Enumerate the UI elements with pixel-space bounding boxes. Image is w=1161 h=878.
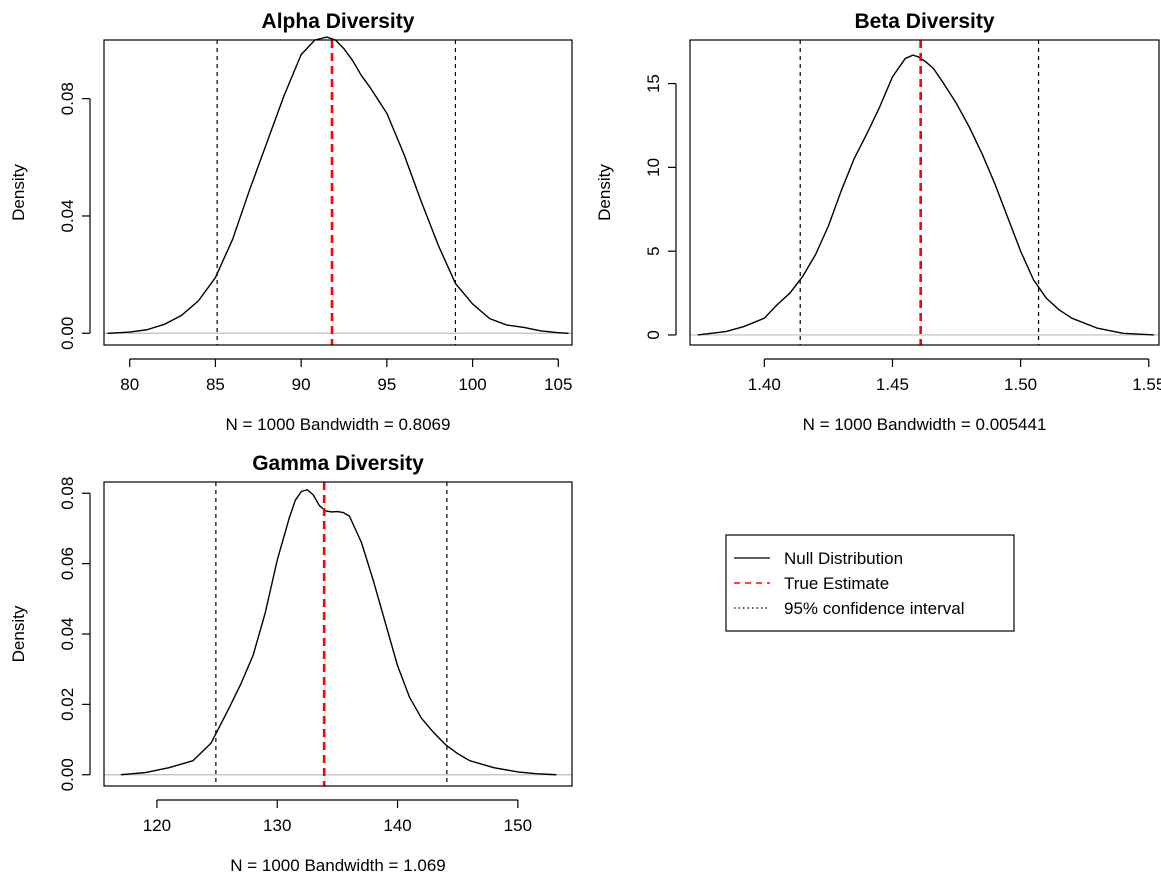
beta-x-tick-label: 1.45	[876, 375, 909, 394]
beta-density-curve	[697, 54, 1154, 336]
legend-label-confidence-interval: 95% confidence interval	[784, 599, 965, 618]
gamma-x-tick-label: 120	[143, 816, 171, 835]
beta-x-tick-label: 1.50	[1004, 375, 1037, 394]
beta-y-tick-label: 10	[644, 158, 663, 177]
panel-alpha: 80 85 90 95 100 105 0.00 0.04 0.08 Alpha Diversit…	[9, 10, 573, 434]
gamma-y-tick-label: 0.06	[58, 547, 77, 580]
beta-y-tick-label: 0	[644, 330, 663, 339]
gamma-y-label: Density	[9, 605, 28, 662]
legend-label-null-distribution: Null Distribution	[784, 549, 903, 568]
beta-y-label: Density	[595, 164, 614, 221]
alpha-y-tick-label: 0.00	[58, 317, 77, 350]
gamma-plot-frame	[103, 481, 573, 787]
alpha-y-tick-label: 0.08	[58, 82, 77, 115]
gamma-title: Gamma Diversity	[252, 452, 424, 475]
gamma-density-curve	[120, 489, 557, 776]
beta-y-tick-label: 15	[644, 74, 663, 93]
legend-label-true-estimate: True Estimate	[784, 574, 889, 593]
gamma-x-tick-label: 150	[504, 816, 532, 835]
beta-title: Beta Diversity	[854, 10, 994, 33]
panel-gamma: 120 130 140 150 0.00 0.02 0.04 0.06 0.08 Gamma Di…	[9, 452, 573, 875]
panel-beta: 1.40 1.45 1.50 1.55 0 5 10 15 Beta Diversity N = …	[595, 10, 1161, 434]
alpha-density-curve	[107, 36, 569, 334]
gamma-y-tick-label: 0.04	[58, 617, 77, 650]
alpha-x-tick-label: 90	[292, 375, 311, 394]
gamma-x-tick-label: 130	[263, 816, 291, 835]
beta-x-label: N = 1000 Bandwidth = 0.005441	[803, 415, 1047, 434]
alpha-x-tick-label: 95	[377, 375, 396, 394]
alpha-title: Alpha Diversity	[262, 10, 415, 33]
alpha-x-tick-label: 100	[458, 375, 486, 394]
beta-plot-frame	[689, 39, 1160, 346]
alpha-x-tick-label: 85	[206, 375, 225, 394]
legend-box	[725, 534, 1015, 632]
alpha-x-tick-label: 80	[120, 375, 139, 394]
alpha-y-tick-label: 0.04	[58, 199, 77, 232]
alpha-y-label: Density	[9, 164, 28, 221]
gamma-x-tick-label: 140	[383, 816, 411, 835]
beta-y-tick-label: 5	[644, 246, 663, 255]
alpha-x-label: N = 1000 Bandwidth = 0.8069	[226, 415, 451, 434]
gamma-y-tick-label: 0.00	[58, 758, 77, 791]
alpha-plot-frame	[103, 39, 573, 346]
gamma-y-tick-label: 0.02	[58, 688, 77, 721]
beta-x-tick-label: 1.55	[1132, 375, 1161, 394]
legend: Null Distribution True Estimate 95% conf…	[725, 534, 1015, 632]
alpha-x-tick-label: 105	[544, 375, 572, 394]
gamma-x-label: N = 1000 Bandwidth = 1.069	[230, 856, 446, 875]
gamma-y-tick-label: 0.08	[58, 477, 77, 510]
beta-x-tick-label: 1.40	[748, 375, 781, 394]
